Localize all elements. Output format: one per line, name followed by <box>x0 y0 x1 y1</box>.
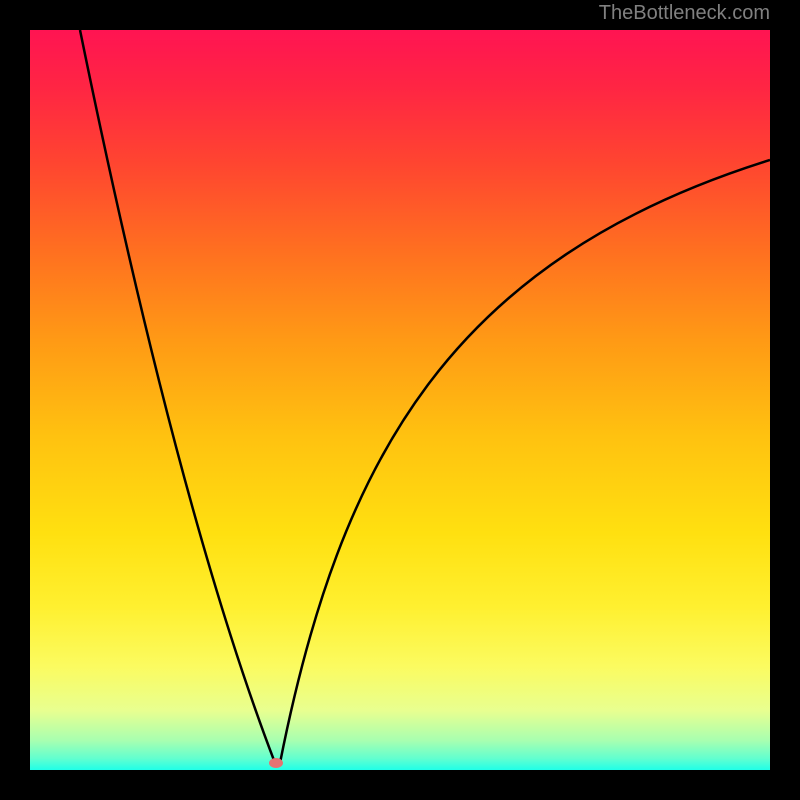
curve-right-branch <box>280 160 770 763</box>
watermark-text: TheBottleneck.com <box>599 2 770 25</box>
curve-left-branch <box>80 30 275 763</box>
minimum-marker <box>269 758 283 768</box>
chart-area <box>30 30 770 770</box>
bottleneck-curve <box>30 30 770 770</box>
